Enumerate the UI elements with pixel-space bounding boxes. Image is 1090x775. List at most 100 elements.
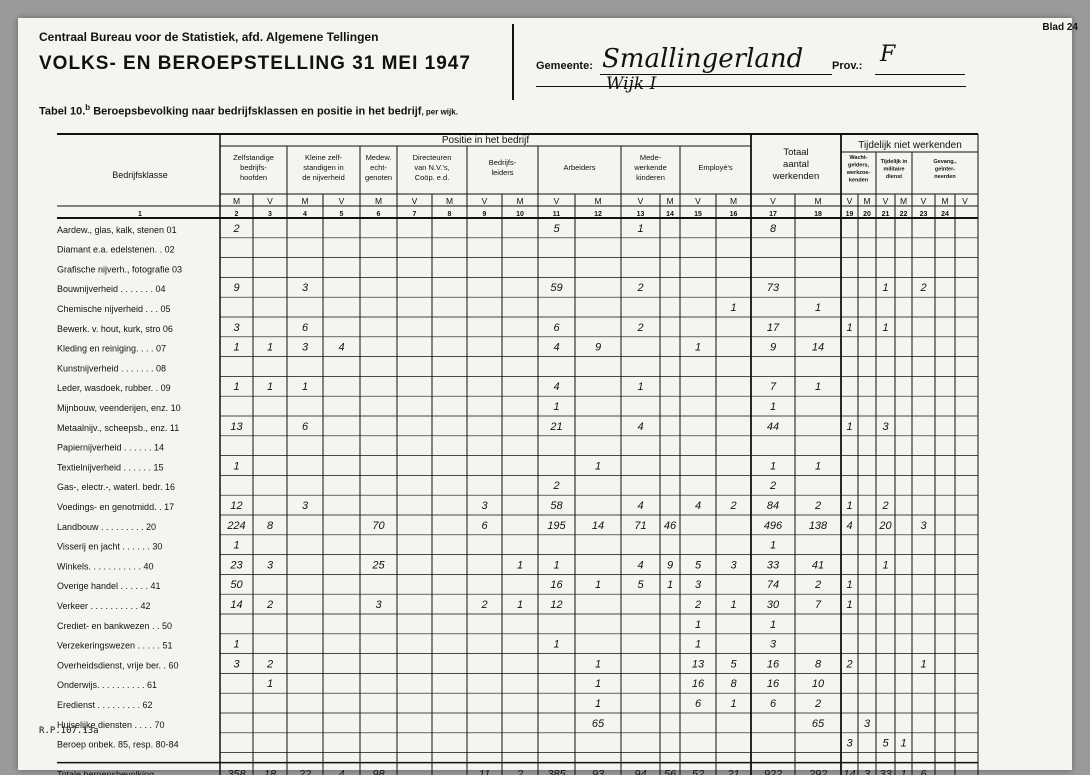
data-cell: 1	[695, 342, 701, 354]
mv-label: V	[962, 196, 968, 206]
column-number: 19	[846, 211, 854, 218]
data-cell: 2	[636, 282, 643, 294]
column-number: 13	[637, 211, 645, 218]
data-cell: 65	[592, 718, 605, 730]
data-cell: 10	[812, 678, 825, 690]
column-number: 12	[594, 211, 602, 218]
data-cell: 1	[233, 342, 239, 354]
totals-cell: 3	[864, 769, 871, 775]
data-cell: 23	[229, 559, 243, 571]
totals-cell: 94	[634, 769, 646, 775]
data-cell: 3	[770, 639, 777, 651]
column-number: 21	[882, 211, 890, 218]
data-cell: 4	[553, 381, 559, 393]
data-cell: 4	[553, 342, 559, 354]
table-number-sup: b	[85, 103, 91, 112]
province-value: F	[880, 42, 896, 67]
data-cell: 41	[812, 559, 824, 571]
group-header: Kleine zelf-	[305, 153, 343, 162]
data-cell: 4	[846, 520, 852, 532]
data-cell: 33	[767, 559, 780, 571]
row-label: Beroep onbek. 85, resp. 80-84	[57, 740, 179, 750]
data-cell: 12	[230, 500, 242, 512]
data-cell: 4	[637, 500, 643, 512]
data-cell: 8	[267, 520, 274, 532]
row-label: Winkels. . . . . . . . . . . 40	[57, 561, 154, 571]
data-cell: 7	[815, 599, 822, 611]
row-label: Bewerk. v. hout, kurk, stro 06	[57, 324, 173, 334]
mv-label: M	[594, 196, 601, 206]
data-cell: 3	[864, 718, 871, 730]
data-cell: 1	[846, 421, 852, 433]
row-label: Overheidsdienst, vrije ber. . 60	[57, 660, 179, 670]
data-cell: 2	[636, 322, 643, 334]
data-cell: 1	[730, 698, 736, 710]
data-cell: 6	[553, 322, 560, 334]
row-label: Voedings- en genotmidd. . 17	[57, 502, 174, 512]
gemeente-rule	[600, 74, 832, 75]
column-number: 15	[694, 211, 702, 218]
row-label: Chemische nijverheid . . . 05	[57, 304, 171, 314]
column-number: 1	[138, 211, 142, 218]
column-number: 23	[920, 211, 928, 218]
group-header: Arbeiders	[563, 163, 595, 172]
data-cell: 13	[692, 658, 705, 670]
row-label: Onderwijs. . . . . . . . . . 61	[57, 680, 157, 690]
data-cell: 138	[809, 520, 828, 532]
data-cell: 1	[595, 460, 601, 472]
data-cell: 58	[550, 500, 563, 512]
header-divider	[512, 24, 514, 100]
data-cell: 14	[230, 599, 242, 611]
data-cell: 1	[846, 599, 852, 611]
data-cell: 3	[233, 322, 240, 334]
group-header: leiders	[491, 168, 513, 177]
data-cell: 6	[302, 421, 309, 433]
column-number: 6	[377, 211, 381, 218]
data-cell: 7	[770, 381, 777, 393]
mv-label: V	[482, 196, 488, 206]
group-header: werkende	[633, 163, 667, 172]
row-label: Aardew., glas, kalk, stenen 01	[57, 225, 177, 235]
data-cell: 1	[815, 302, 821, 314]
census-form-sheet	[18, 18, 1072, 770]
table-number: Tabel 10.	[39, 105, 86, 118]
data-cell: 1	[815, 460, 821, 472]
data-cell: 2	[881, 500, 888, 512]
data-cell: 3	[481, 500, 488, 512]
column-number: 14	[666, 211, 674, 218]
tijdelijk-group-header: neerden	[934, 174, 956, 180]
data-cell: 1	[846, 322, 852, 334]
column-number: 3	[268, 211, 272, 218]
data-cell: 8	[770, 223, 777, 235]
totals-cell: 4	[338, 769, 344, 775]
data-cell: 14	[592, 520, 604, 532]
data-cell: 16	[692, 678, 705, 690]
row-label: Landbouw . . . . . . . . . 20	[57, 522, 156, 532]
data-cell: 1	[730, 599, 736, 611]
data-cell: 224	[226, 520, 245, 532]
mv-label: V	[638, 196, 644, 206]
group-header: genoten	[365, 173, 392, 182]
data-cell: 1	[267, 381, 273, 393]
data-cell: 1	[595, 698, 601, 710]
totals-cell: 358	[227, 769, 246, 775]
row-label: Metaalnijv., scheepsb., enz. 11	[57, 423, 179, 433]
data-cell: 2	[266, 599, 273, 611]
mv-label: V	[921, 196, 927, 206]
column-number: 17	[769, 211, 777, 218]
data-cell: 14	[812, 342, 824, 354]
data-cell: 16	[550, 579, 563, 591]
data-cell: 1	[882, 559, 888, 571]
group-header: Zelfstandige	[233, 153, 274, 162]
table-title-text: Beroepsbevolking naar bedrijfsklassen en…	[90, 105, 422, 118]
totals-cell: 2	[516, 769, 523, 775]
group-header: Bedrijfs-	[489, 158, 517, 167]
data-cell: 5	[695, 559, 702, 571]
column-number: 20	[863, 211, 871, 218]
data-cell: 1	[517, 599, 523, 611]
column-number: 24	[941, 211, 949, 218]
row-label: Mijnbouw, veenderijen, enz. 10	[57, 403, 181, 413]
data-cell: 5	[637, 579, 644, 591]
data-cell: 8	[815, 658, 822, 670]
